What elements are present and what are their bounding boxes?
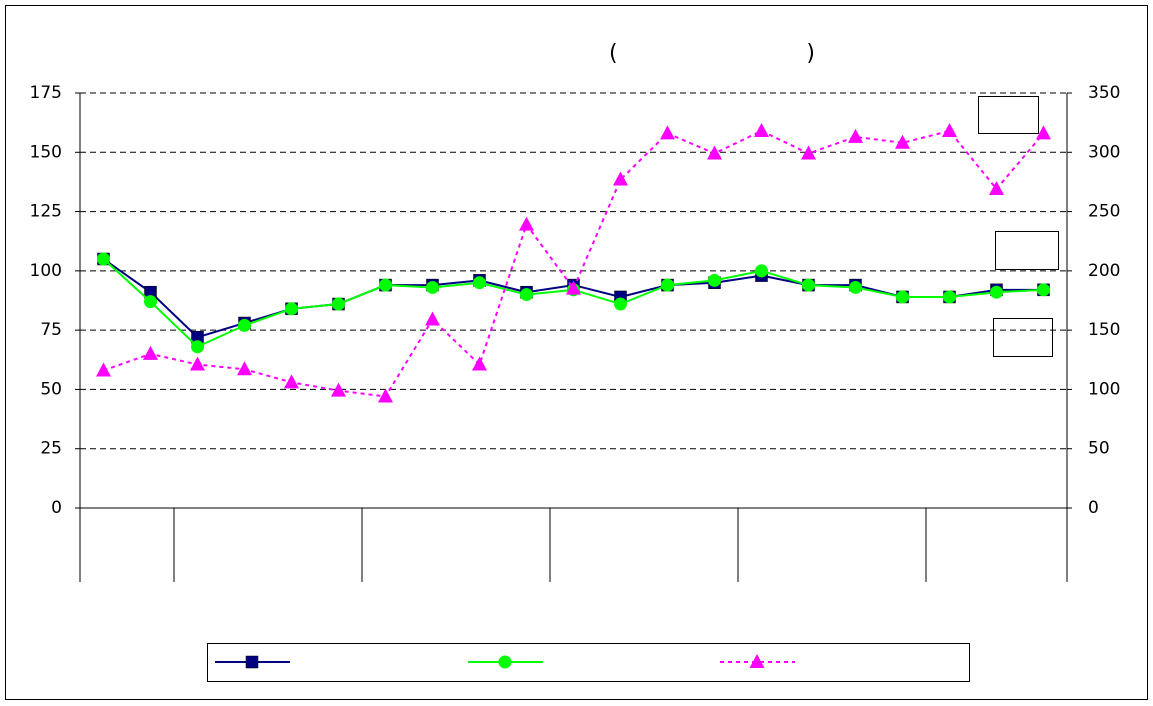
y-tick-label: 100 (30, 261, 62, 281)
label-box (978, 96, 1039, 134)
legend (207, 643, 970, 682)
marker (426, 280, 439, 294)
marker (754, 122, 769, 137)
y-tick-label: 50 (40, 379, 62, 399)
marker (378, 388, 393, 403)
y-tick-label: 125 (30, 202, 62, 222)
marker (707, 145, 722, 160)
marker (990, 285, 1003, 299)
marker (191, 340, 204, 354)
marker (708, 273, 721, 287)
marker (566, 280, 581, 295)
chart-border (5, 5, 1148, 700)
marker (755, 264, 768, 278)
marker (942, 122, 957, 137)
marker (895, 134, 910, 149)
marker (96, 362, 111, 377)
y2-tick-label: 50 (1088, 439, 1110, 459)
label-box (993, 318, 1053, 357)
marker (285, 302, 298, 316)
label-box (995, 231, 1059, 270)
marker (144, 295, 157, 309)
y-tick-label: 75 (40, 320, 62, 340)
marker (190, 356, 205, 371)
marker (332, 297, 345, 311)
marker (520, 288, 533, 302)
marker (661, 278, 674, 292)
marker (849, 280, 862, 294)
marker (498, 655, 512, 669)
y-tick-label: 25 (40, 439, 62, 459)
marker (1036, 125, 1051, 140)
marker (613, 171, 628, 186)
marker (331, 382, 346, 397)
marker (1037, 283, 1050, 297)
marker (848, 128, 863, 143)
marker (425, 311, 440, 326)
y2-tick-label: 150 (1088, 320, 1120, 340)
marker (473, 276, 486, 290)
y2-tick-label: 0 (1088, 498, 1099, 518)
marker (660, 125, 675, 140)
marker (379, 278, 392, 292)
marker (143, 345, 158, 360)
chart-title: ( ) (609, 41, 815, 66)
y2-tick-label: 350 (1088, 83, 1120, 103)
marker (237, 361, 252, 376)
y-tick-label: 150 (30, 142, 62, 162)
y2-tick-label: 100 (1088, 379, 1120, 399)
marker (943, 290, 956, 304)
marker (802, 278, 815, 292)
marker (749, 654, 765, 668)
y-tick-label: 175 (30, 83, 62, 103)
y2-tick-label: 300 (1088, 142, 1120, 162)
marker (989, 181, 1004, 196)
marker (614, 297, 627, 311)
marker (284, 374, 299, 389)
marker (519, 216, 534, 231)
marker (245, 655, 259, 669)
marker (97, 252, 110, 266)
marker (801, 145, 816, 160)
y-tick-label: 0 (51, 498, 62, 518)
y2-tick-label: 250 (1088, 202, 1120, 222)
marker (472, 356, 487, 371)
marker (238, 318, 251, 332)
y2-tick-label: 200 (1088, 261, 1120, 281)
marker (896, 290, 909, 304)
series-line (103, 129, 1045, 398)
